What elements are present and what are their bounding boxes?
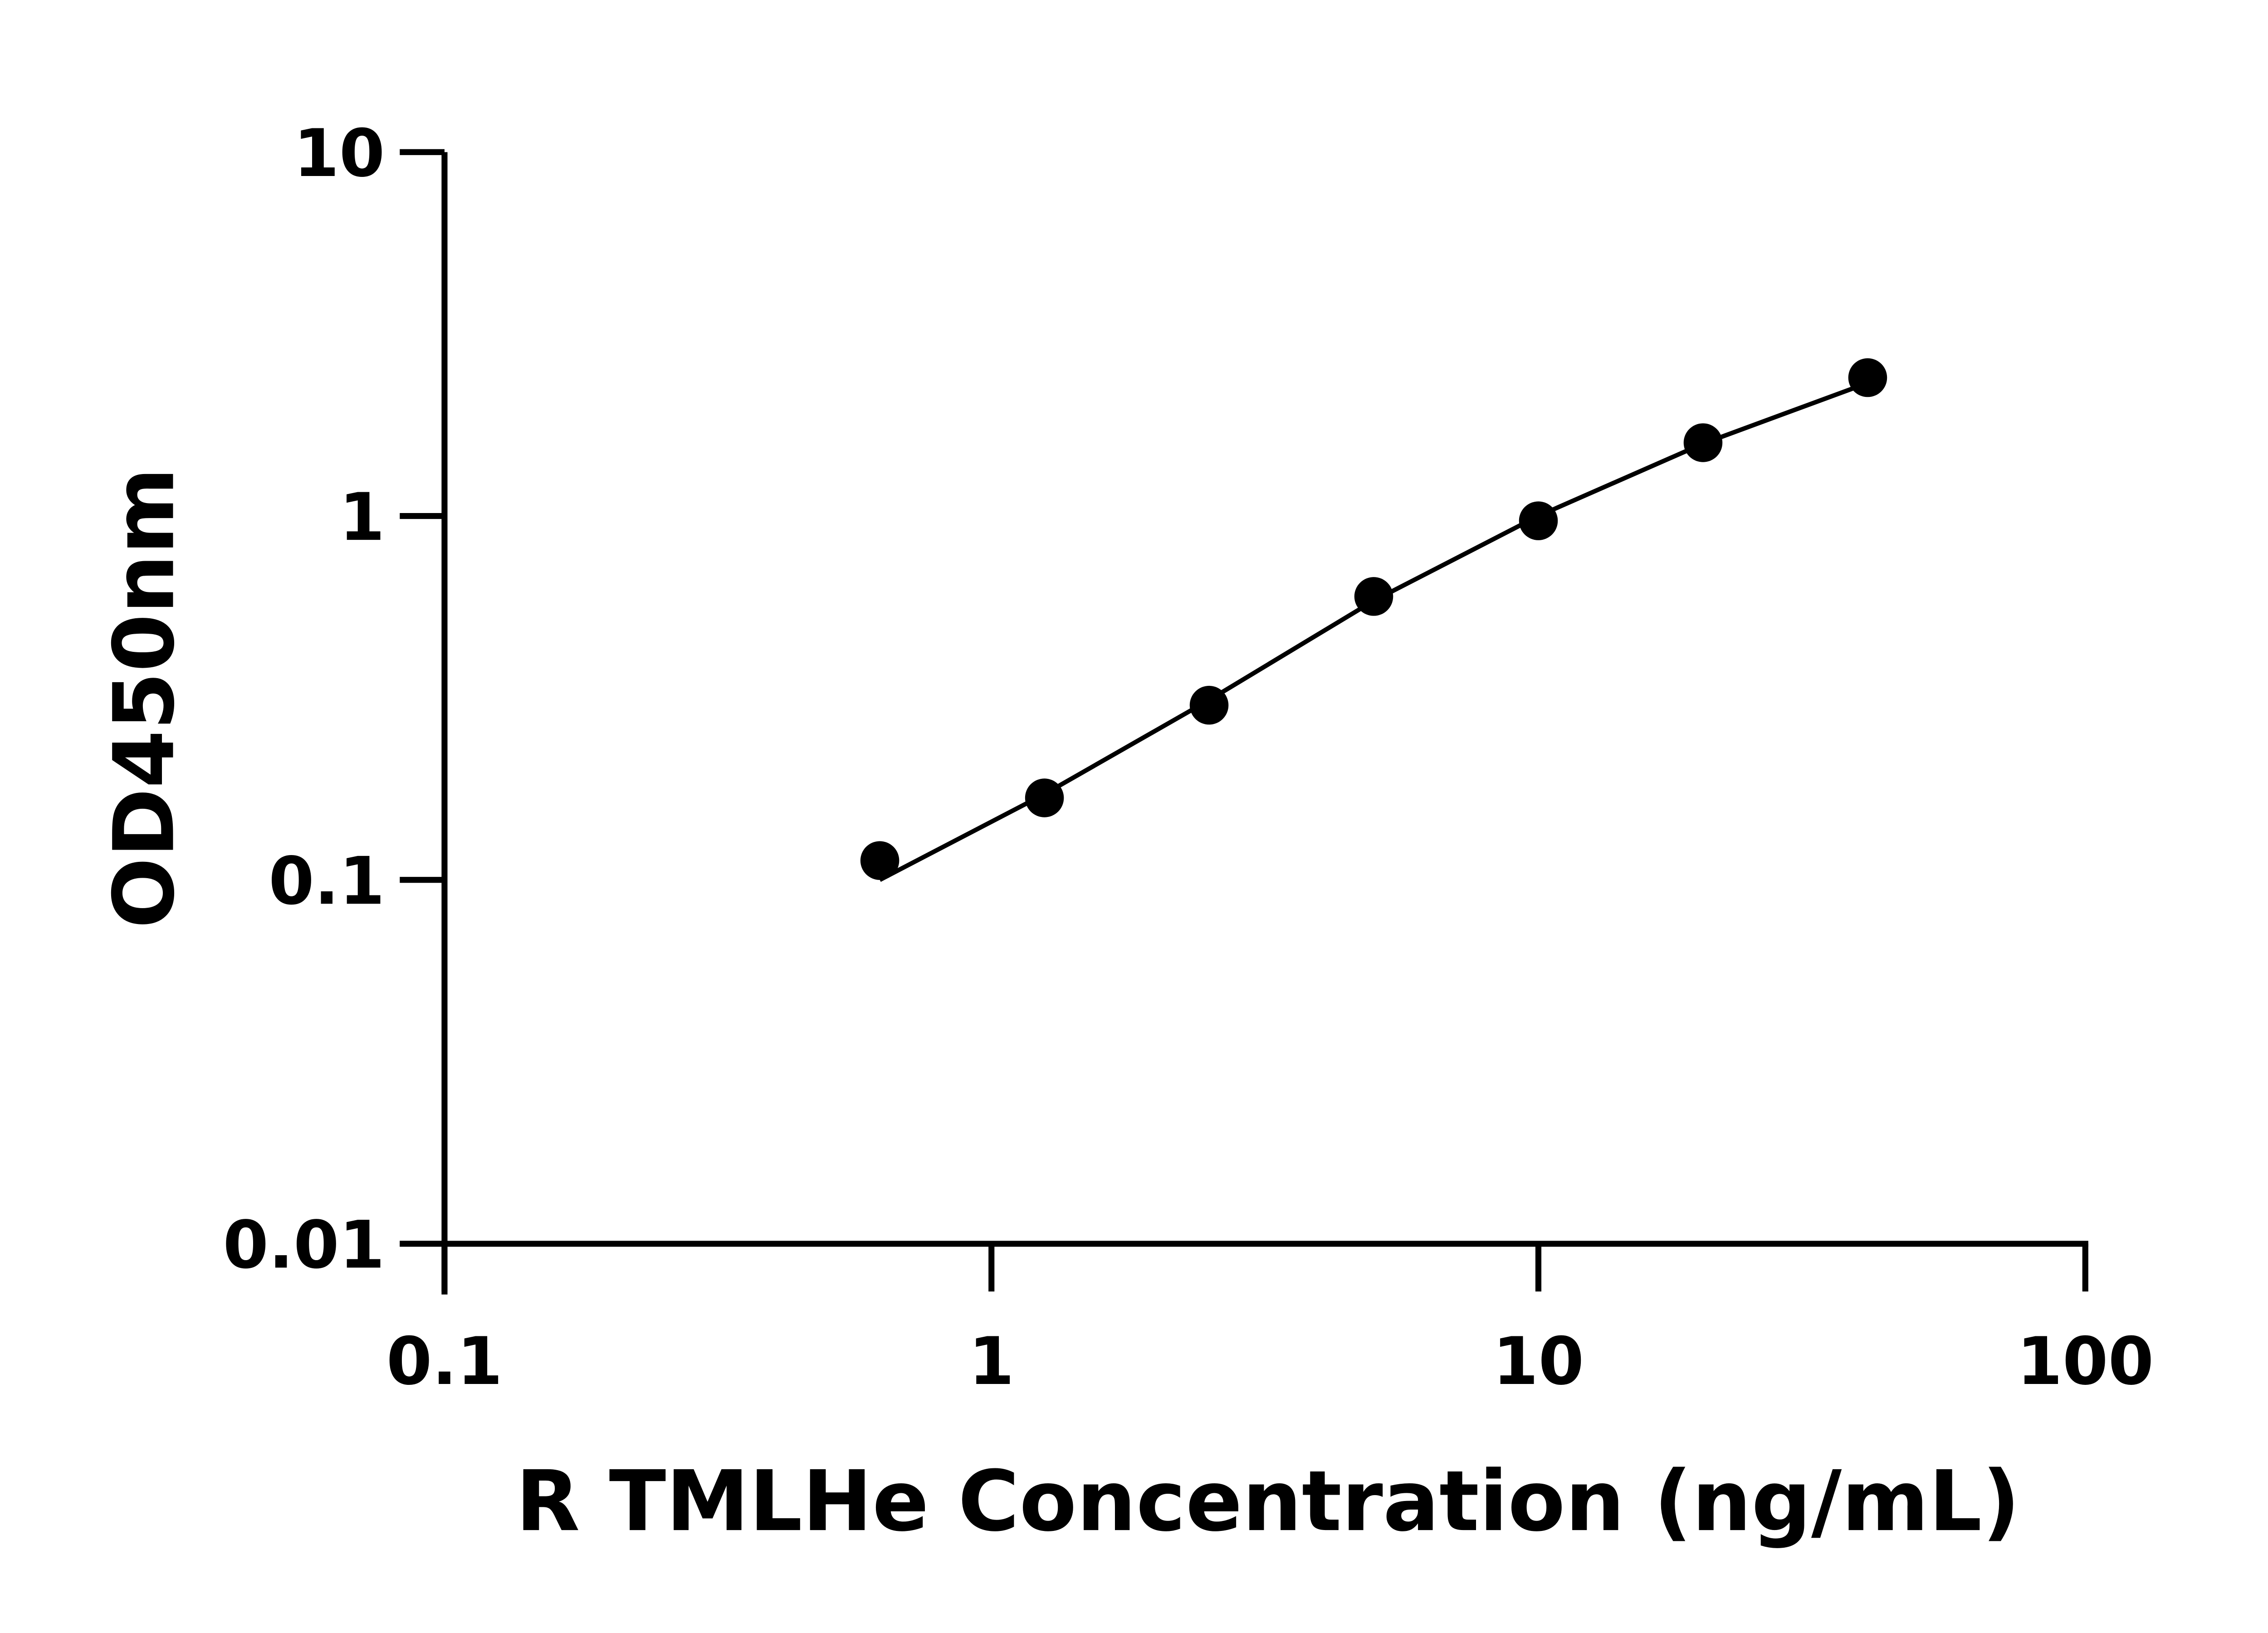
x-tick-label: 0.1	[386, 1324, 503, 1400]
y-tick-label: 0.1	[269, 843, 385, 919]
x-axis-label: R TMLHe Concentration (ng/mL)	[516, 1453, 2020, 1550]
y-ticks: 0.01 0.1 1 10	[223, 116, 445, 1284]
y-tick-label: 1	[339, 479, 385, 556]
data-point	[1683, 423, 1723, 462]
data-point	[1519, 501, 1558, 540]
y-axis-label: OD450nm	[96, 467, 193, 929]
data-point	[1025, 778, 1064, 817]
data-point	[1354, 577, 1393, 616]
data-point	[1848, 358, 1887, 397]
y-tick-label: 0.01	[223, 1208, 385, 1284]
x-tick-label: 10	[1493, 1324, 1584, 1400]
data-point	[1189, 685, 1229, 725]
x-tick-label: 1	[968, 1324, 1014, 1400]
x-ticks: 0.1 1 10 100	[386, 1243, 2154, 1400]
axes	[400, 152, 2088, 1295]
y-tick-label: 10	[293, 116, 385, 192]
plot-area	[860, 358, 1887, 882]
data-point	[860, 841, 899, 880]
x-tick-label: 100	[2017, 1324, 2154, 1400]
